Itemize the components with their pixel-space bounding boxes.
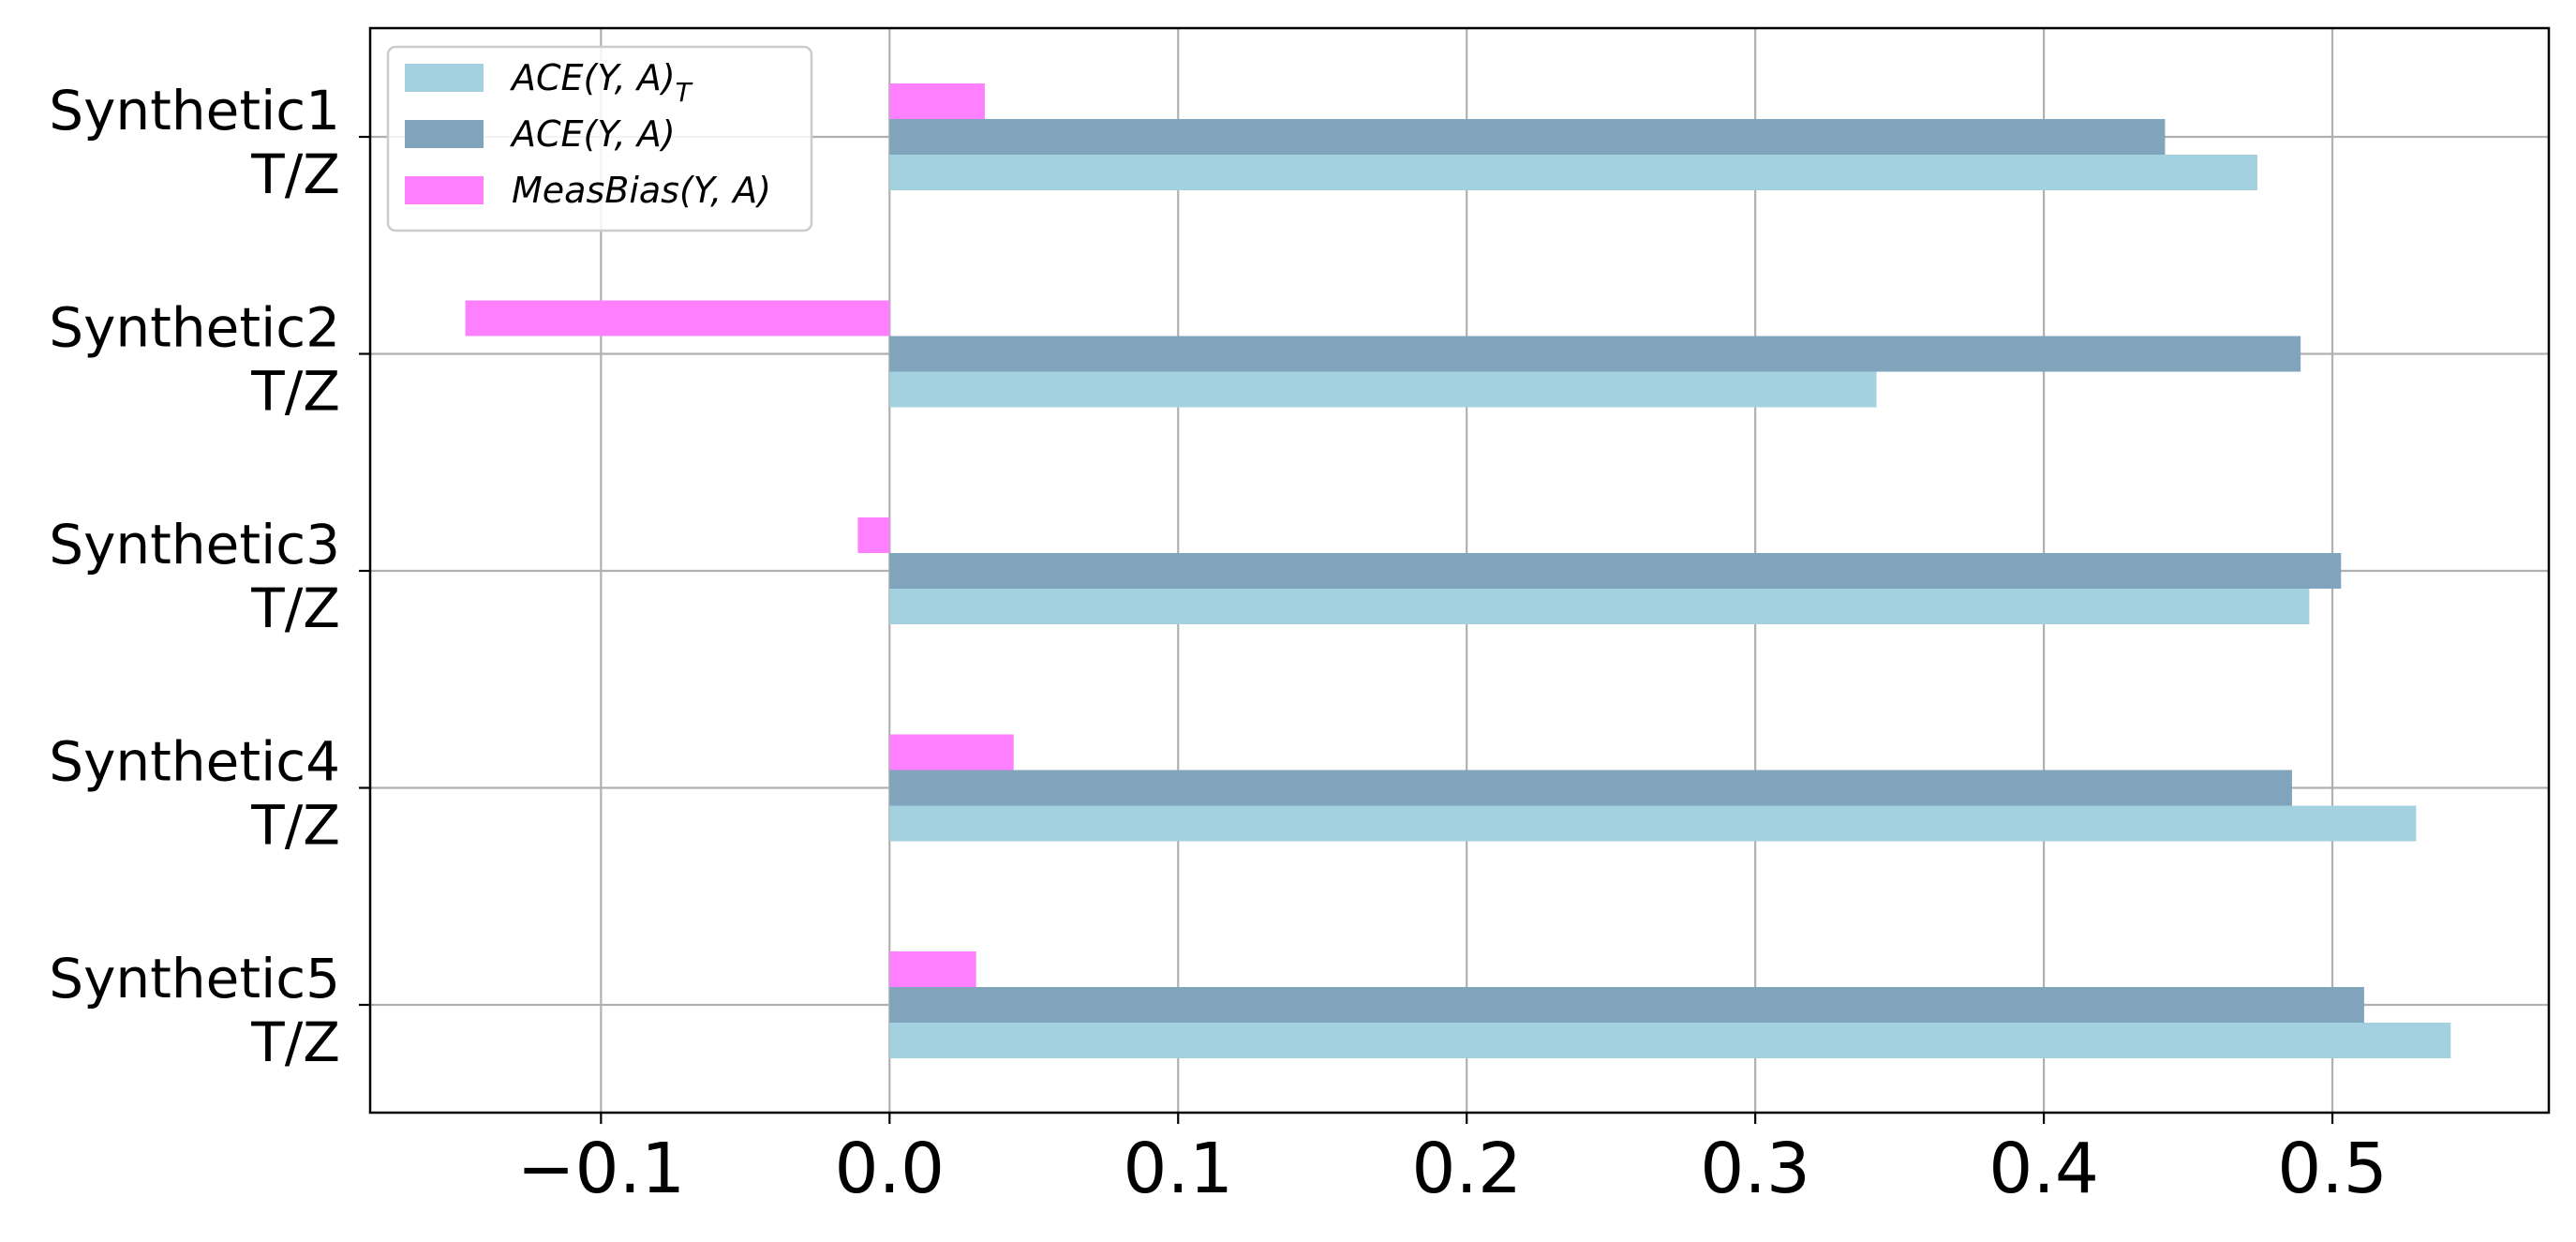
x-tick-label: 0.5 bbox=[2277, 1129, 2388, 1209]
bar-series-3 bbox=[465, 300, 890, 337]
x-tick-label: 0.3 bbox=[1700, 1129, 1810, 1209]
y-tick-label-type: T/Z bbox=[250, 360, 340, 424]
bar-series-1 bbox=[889, 589, 2310, 624]
x-tick-label: 0.1 bbox=[1123, 1129, 1233, 1209]
x-tick-label: −0.1 bbox=[517, 1129, 686, 1209]
bar-series-2 bbox=[889, 553, 2342, 589]
bar-series-3 bbox=[889, 951, 976, 987]
bar-series-2 bbox=[889, 119, 2166, 155]
bar-series-2 bbox=[889, 987, 2364, 1023]
bar-series-1 bbox=[889, 371, 1877, 408]
bar-series-2 bbox=[889, 770, 2292, 806]
legend-swatch bbox=[405, 64, 484, 92]
y-tick-label-type: T/Z bbox=[250, 576, 340, 640]
y-tick-label-name: Synthetic3 bbox=[49, 513, 340, 576]
y-tick-label-name: Synthetic4 bbox=[49, 730, 340, 794]
legend-label: MeasBias(Y, A) bbox=[512, 170, 771, 211]
x-tick-label: 0.2 bbox=[1411, 1129, 1522, 1209]
bar-series-1 bbox=[889, 805, 2417, 842]
y-tick-label-type: T/Z bbox=[250, 142, 340, 206]
y-tick-label-name: Synthetic2 bbox=[49, 296, 340, 360]
y-tick-label-name: Synthetic5 bbox=[49, 947, 340, 1010]
y-axis-ticks: Synthetic1T/ZSynthetic2T/ZSynthetic3T/ZS… bbox=[49, 79, 370, 1074]
bar-series-3 bbox=[889, 83, 985, 119]
bar-series-1 bbox=[889, 155, 2257, 190]
y-tick-label-type: T/Z bbox=[250, 794, 340, 858]
bar-series-2 bbox=[889, 336, 2301, 372]
legend-swatch bbox=[405, 120, 484, 148]
legend-swatch bbox=[405, 176, 484, 204]
x-tick-label: 0.0 bbox=[834, 1129, 945, 1209]
legend-box bbox=[386, 45, 813, 232]
bar-series-1 bbox=[889, 1023, 2451, 1058]
y-tick-label-type: T/Z bbox=[250, 1010, 340, 1074]
bar-series-3 bbox=[889, 734, 1014, 771]
x-tick-label: 0.4 bbox=[1988, 1129, 2099, 1209]
x-axis-ticks: −0.1 0.0 0.1 0.2 0.3 0.4 0.5 bbox=[517, 1113, 2388, 1209]
y-tick-label-name: Synthetic1 bbox=[49, 79, 340, 142]
legend-label: ACE(Y, A) bbox=[509, 113, 676, 155]
bars bbox=[465, 83, 2451, 1058]
bar-series-3 bbox=[857, 517, 890, 553]
